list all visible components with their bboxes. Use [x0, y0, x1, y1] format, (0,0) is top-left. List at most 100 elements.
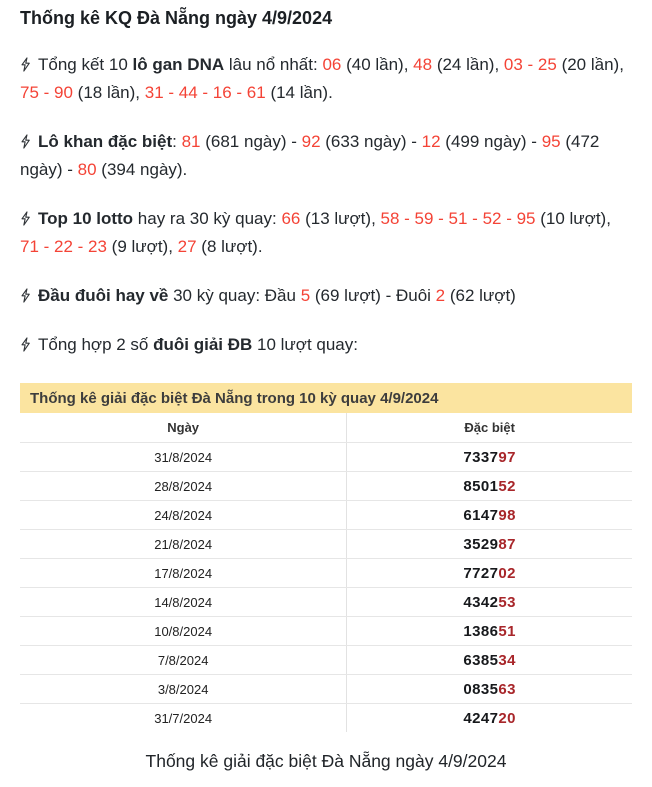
page-title: Thống kê KQ Đà Nẵng ngày 4/9/2024: [20, 8, 333, 28]
table-caption-row: Thống kê giải đặc biệt Đà Nẵng trong 10 …: [20, 383, 632, 413]
stat-text-red: 95: [541, 132, 561, 151]
stat-text-red: 66: [281, 209, 301, 228]
summary-bullets: Tổng kết 10 lô gan DNA lâu nổ nhất: 06 (…: [20, 51, 632, 359]
draw-date: 10/8/2024: [20, 616, 347, 646]
stat-bullet: Tổng hợp 2 số đuôi giải ĐB 10 lượt quay:: [20, 331, 632, 359]
stat-text-red: 06: [322, 55, 342, 74]
table-row: 24/8/2024 614798: [20, 500, 632, 530]
stat-text-red: 2: [435, 286, 446, 305]
stat-text-bold: Đầu đuôi hay về: [38, 286, 169, 305]
stat-text-normal: (472 ngày) -: [20, 132, 600, 179]
prize-prefix-digits: 6147: [463, 506, 499, 524]
prize-last-two-digits: 98: [498, 506, 516, 524]
prize-last-two-digits: 51: [498, 622, 516, 640]
special-prize-number: 733797: [346, 442, 632, 472]
stat-bullet: Tổng kết 10 lô gan DNA lâu nổ nhất: 06 (…: [20, 51, 632, 107]
stat-text-bold: đuôi giải ĐB: [153, 335, 253, 354]
special-prize-number: 138651: [346, 616, 632, 646]
table-row: 14/8/2024 434253: [20, 587, 632, 617]
stat-text-normal: (62 lượt): [445, 286, 516, 305]
special-prize-number: 352987: [346, 529, 632, 559]
table-row: 7/8/2024 638534: [20, 645, 632, 675]
lightning-icon: [20, 331, 31, 359]
table-row: 21/8/2024 352987: [20, 529, 632, 559]
stat-text-bold: Top 10 lotto: [38, 209, 134, 228]
stat-text-red: 92: [301, 132, 321, 151]
table-row: 10/8/2024 138651: [20, 616, 632, 646]
table-row: 31/8/2024 733797: [20, 442, 632, 472]
stat-bullet: Đầu đuôi hay về 30 kỳ quay: Đầu 5 (69 lư…: [20, 282, 632, 310]
draw-date: 31/7/2024: [154, 710, 213, 726]
prize-prefix-digits: 6385: [463, 651, 499, 669]
table-footer-caption: Thống kê giải đặc biệt Đà Nẵng ngày 4/9/…: [145, 751, 507, 771]
stat-text-normal: (69 lượt) - Đuôi: [310, 286, 436, 305]
stat-text-normal: (20 lần),: [556, 55, 624, 74]
column-header-special: Đặc biệt: [346, 413, 632, 443]
stat-text-normal: (681 ngày) -: [200, 132, 302, 151]
draw-date: 21/8/2024: [20, 529, 347, 559]
draw-date: 3/8/2024: [20, 674, 347, 704]
stat-text-normal: (10 lượt),: [535, 209, 611, 228]
lightning-icon: [20, 128, 31, 156]
prize-prefix-digits: 4342: [463, 593, 499, 611]
stat-text-red: 12: [421, 132, 441, 151]
special-prize-table: Thống kê giải đặc biệt Đà Nẵng trong 10 …: [20, 383, 632, 732]
stat-bullet: Lô khan đặc biệt: 81 (681 ngày) - 92 (63…: [20, 128, 632, 184]
prize-prefix-digits: 4247: [463, 709, 499, 727]
stat-text-normal: Tổng hợp 2 số: [38, 335, 154, 354]
prize-prefix-digits: 7727: [463, 564, 499, 582]
prize-prefix-digits: 1386: [463, 622, 499, 640]
table-caption: Thống kê giải đặc biệt Đà Nẵng trong 10 …: [20, 383, 632, 413]
special-prize-number: 850152: [346, 471, 632, 501]
column-header-date: Ngày: [20, 413, 347, 443]
table-header-row: Ngày Đặc biệt: [20, 413, 632, 443]
lightning-icon: [20, 51, 31, 79]
prize-last-two-digits: 02: [498, 564, 516, 582]
table-row: 17/8/2024 772702: [20, 558, 632, 588]
stat-text-normal: lâu nổ nhất:: [224, 55, 323, 74]
stat-text-bold: Lô khan đặc biệt: [38, 132, 173, 151]
draw-date: 17/8/2024: [20, 558, 347, 588]
stat-text-normal: 10 lượt quay:: [252, 335, 358, 354]
prize-prefix-digits: 8501: [463, 477, 499, 495]
stat-text-normal: (394 ngày).: [96, 160, 188, 179]
stat-text-normal: (633 ngày) -: [320, 132, 422, 151]
table-body: 31/8/2024 733797 28/8/2024 850152 24/8/2024 6…: [20, 442, 632, 732]
stat-text-normal: (14 lần).: [265, 83, 333, 102]
stat-text-normal: (24 lần),: [432, 55, 504, 74]
stat-text-red: 27: [177, 237, 197, 256]
prize-last-two-digits: 97: [498, 448, 516, 466]
stat-text-normal: (499 ngày) -: [440, 132, 542, 151]
lightning-icon: [20, 205, 31, 233]
table-row: 28/8/2024 850152: [20, 471, 632, 501]
prize-last-two-digits: 53: [498, 593, 516, 611]
draw-date: 31/8/2024: [20, 442, 347, 472]
stat-bullet: Top 10 lotto hay ra 30 kỳ quay: 66 (13 l…: [20, 205, 632, 261]
stat-text-normal: :: [172, 132, 182, 151]
stat-text-red: 58 - 59 - 51 - 52 - 95: [380, 209, 536, 228]
prize-last-two-digits: 34: [498, 651, 516, 669]
special-prize-number: 424720: [346, 703, 632, 732]
stat-text-normal: (18 lần),: [72, 83, 145, 102]
stat-text-red: 48: [413, 55, 433, 74]
lightning-icon: [20, 282, 31, 310]
draw-date: 24/8/2024: [20, 500, 347, 530]
stat-text-normal: (40 lần),: [341, 55, 414, 74]
stat-text-normal: (8 lượt).: [196, 237, 263, 256]
prize-prefix-digits: 7337: [463, 448, 499, 466]
stat-text-red: 03 - 25: [503, 55, 557, 74]
stat-text-normal: (13 lượt),: [300, 209, 381, 228]
stat-text-red: 71 - 22 - 23: [20, 237, 107, 256]
special-prize-number: 614798: [346, 500, 632, 530]
stat-text-red: 31 - 44 - 16 - 61: [144, 83, 266, 102]
special-prize-number: 638534: [346, 645, 632, 675]
special-prize-number: 434253: [346, 587, 632, 617]
stat-text-red: 81: [181, 132, 201, 151]
prize-last-two-digits: 87: [498, 535, 516, 553]
prize-prefix-digits: 0835: [463, 680, 499, 698]
stat-text-normal: 30 kỳ quay: Đầu: [168, 286, 301, 305]
table-row: 3/8/2024 083563: [20, 674, 632, 704]
special-prize-number: 083563: [346, 674, 632, 704]
stat-text-normal: (9 lượt),: [106, 237, 178, 256]
